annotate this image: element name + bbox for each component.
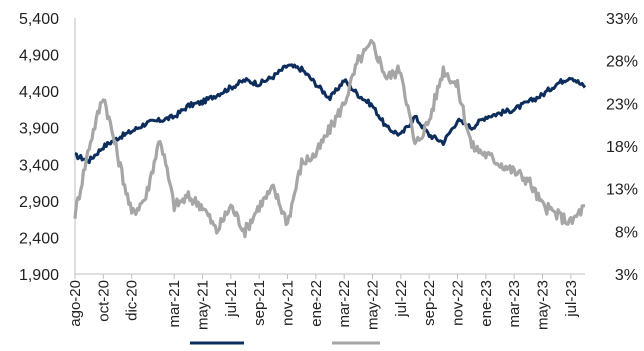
right-tick-label: 28%: [606, 54, 638, 71]
right-tick-label: 8%: [615, 224, 638, 241]
x-tick-label: dic-20: [124, 280, 141, 321]
x-tick-label: nov-21: [280, 280, 297, 326]
x-tick-label: ene-23: [478, 280, 495, 327]
left-axis-ticks: 1,900 2,400 2,900 3,400 3,900 4,400 4,900 5,400: [19, 11, 59, 284]
left-tick-label: 1,900: [19, 267, 59, 284]
right-tick-label: 3%: [615, 267, 638, 284]
right-tick-label: 13%: [606, 182, 638, 199]
left-tick-label: 3,400: [19, 157, 59, 174]
right-tick-label: 23%: [606, 96, 638, 113]
left-tick-label: 5,400: [19, 11, 59, 28]
x-axis-ticks: ago-20 oct-20 dic-20 mar-21 may-21 jul-21 sep-…: [67, 274, 580, 330]
right-tick-label: 33%: [606, 11, 638, 28]
series-lines: [73, 39, 587, 239]
x-tick-label: jul-22: [393, 280, 410, 318]
series-line-right-axis: [73, 39, 586, 239]
chart-axes: [74, 18, 585, 275]
right-axis-ticks: 3% 8% 13% 18% 23% 28% 33%: [606, 11, 638, 284]
x-tick-label: may-22: [365, 280, 382, 330]
x-tick-label: may-23: [535, 280, 552, 330]
left-tick-label: 4,900: [19, 48, 59, 65]
left-tick-label: 2,400: [19, 230, 59, 247]
x-tick-label: ene-22: [308, 280, 325, 327]
x-tick-label: oct-20: [95, 280, 112, 322]
x-tick-label: ago-20: [67, 280, 84, 327]
right-tick-label: 18%: [606, 139, 638, 156]
x-tick-label: mar-21: [166, 280, 183, 328]
x-tick-label: jul-23: [563, 280, 580, 318]
x-tick-label: sep-22: [421, 280, 438, 326]
left-tick-label: 2,900: [19, 194, 59, 211]
x-tick-label: mar-23: [506, 280, 523, 328]
x-tick-label: sep-21: [251, 280, 268, 326]
x-tick-label: may-21: [195, 280, 212, 330]
x-tick-label: nov-22: [450, 280, 467, 326]
series-line-left-axis: [74, 63, 587, 165]
left-tick-label: 3,900: [19, 121, 59, 138]
x-tick-label: mar-22: [336, 280, 353, 328]
x-tick-label: jul-21: [223, 280, 240, 318]
left-tick-label: 4,400: [19, 84, 59, 101]
